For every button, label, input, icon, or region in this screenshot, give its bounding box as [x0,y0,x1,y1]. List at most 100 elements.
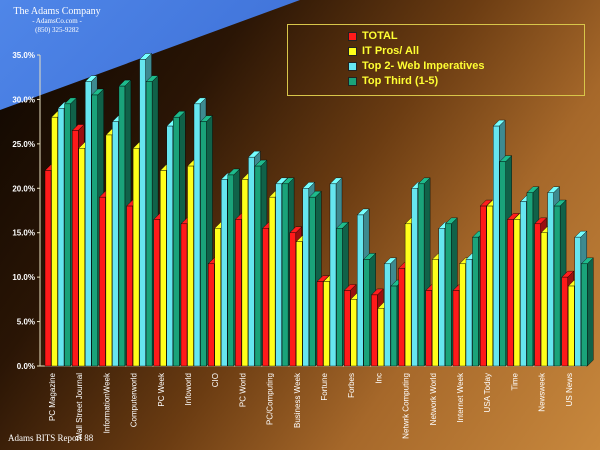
x-tick-label: Computerworld [130,373,139,427]
bar-3-19 [580,257,594,367]
x-tick-label: Wall Street Journal [75,373,84,441]
legend-swatch [348,31,357,41]
bar-front [452,290,460,367]
bar-front [118,85,126,367]
bar-front [241,179,249,367]
y-tick-label: 15.0% [12,229,35,238]
bar-front [227,174,234,367]
bar-front [390,285,398,367]
bar-front [432,259,439,367]
x-tick-label: Infoworld [184,373,193,405]
bar-front [126,205,133,367]
bar-front [99,196,106,367]
bar-front [404,223,412,367]
bar-front [281,183,289,367]
x-tick-label: Newsweek [538,372,547,412]
bar-front [64,103,71,367]
x-tick-label: Forbes [347,373,356,398]
bar-front [574,236,581,367]
x-tick-label: Fortune [320,372,329,400]
bar-front [160,170,167,367]
legend-item: Top Third (1-5) [348,74,438,88]
y-tick-label: 35.0% [12,51,35,60]
bar-front [200,121,207,367]
bar-front [411,188,418,367]
company-site: - AdamsCo.com - [32,17,82,25]
x-tick-label: Netwrk Computing [402,373,411,439]
legend-item: TOTAL [348,29,398,43]
bar-front [547,192,554,367]
bar-front [193,103,201,367]
bar-front [371,294,378,367]
bar-front [51,116,58,367]
bar-front [153,219,161,367]
legend-item: Top 2- Web Imperatives [348,59,484,73]
bar-front [112,121,119,367]
chart-legend: TOTAL IT Pros/ All Top 2- Web Imperatives T… [287,24,585,96]
y-tick-label: 10.0% [12,273,35,282]
x-tick-label: PC Magazine [48,372,57,421]
bar-front [377,308,385,367]
y-tick-label: 25.0% [12,140,35,149]
legend-swatch [348,46,357,56]
company-phone: (850) 325-9282 [35,26,79,34]
x-tick-label: USA Today [483,373,492,412]
bar-front [499,161,506,367]
y-tick-label: 20.0% [12,184,35,193]
x-tick-label: Inc [374,373,383,384]
company-name: The Adams Company [13,6,101,17]
legend-label: Top 2- Web Imperatives [362,60,485,72]
bar-front [465,259,473,367]
x-tick-label: CIO [211,373,220,387]
bar-front [363,259,370,367]
company-header: The Adams Company - AdamsCo.com - (850) … [2,6,112,35]
bar-front [91,94,98,367]
bar-front [329,183,337,367]
bar-front [417,183,425,367]
x-tick-label: PC World [238,373,247,407]
bar-front [493,125,500,367]
bar-front [214,228,221,367]
legend-label: IT Pros/ All [362,45,420,57]
bar-front [480,205,487,367]
x-tick-label: PC Week [157,372,166,407]
bar-front [486,205,493,367]
bar-front [520,201,527,367]
bar-front [323,281,330,367]
bar-front [44,170,52,367]
legend-label: TOTAL [362,30,398,42]
bar-front [445,223,452,367]
bar-front [132,148,140,367]
bar-front [180,223,188,367]
legend-swatch [348,61,357,71]
x-tick-label: US News [565,373,574,406]
bar-front [275,183,282,367]
x-tick-label: PC/Computing [266,373,275,425]
y-tick-label: 0.0% [17,362,35,371]
x-tick-label: Internet Week [456,372,465,423]
bar-front [553,205,561,367]
bar-front [254,165,262,367]
bar-front [220,179,228,367]
bar-front [438,228,445,367]
bar-front [459,263,466,367]
legend-swatch [348,76,357,86]
bar-front [561,276,568,367]
bar-front [173,116,180,367]
x-tick-label: InformationWeek [102,372,111,433]
y-tick-label: 5.0% [17,318,35,327]
bar-front [316,281,324,367]
bar-front [534,223,541,367]
bar-front [296,241,303,367]
bar-front [526,192,534,367]
bar-front [309,196,316,367]
bar-front [398,268,405,367]
bar-front [71,130,79,367]
bar-front [166,125,174,367]
bar-front [344,290,351,367]
bar-front [207,263,215,367]
bar-front [84,81,92,367]
bar-front [268,196,276,367]
legend-item: IT Pros/ All [348,44,419,58]
